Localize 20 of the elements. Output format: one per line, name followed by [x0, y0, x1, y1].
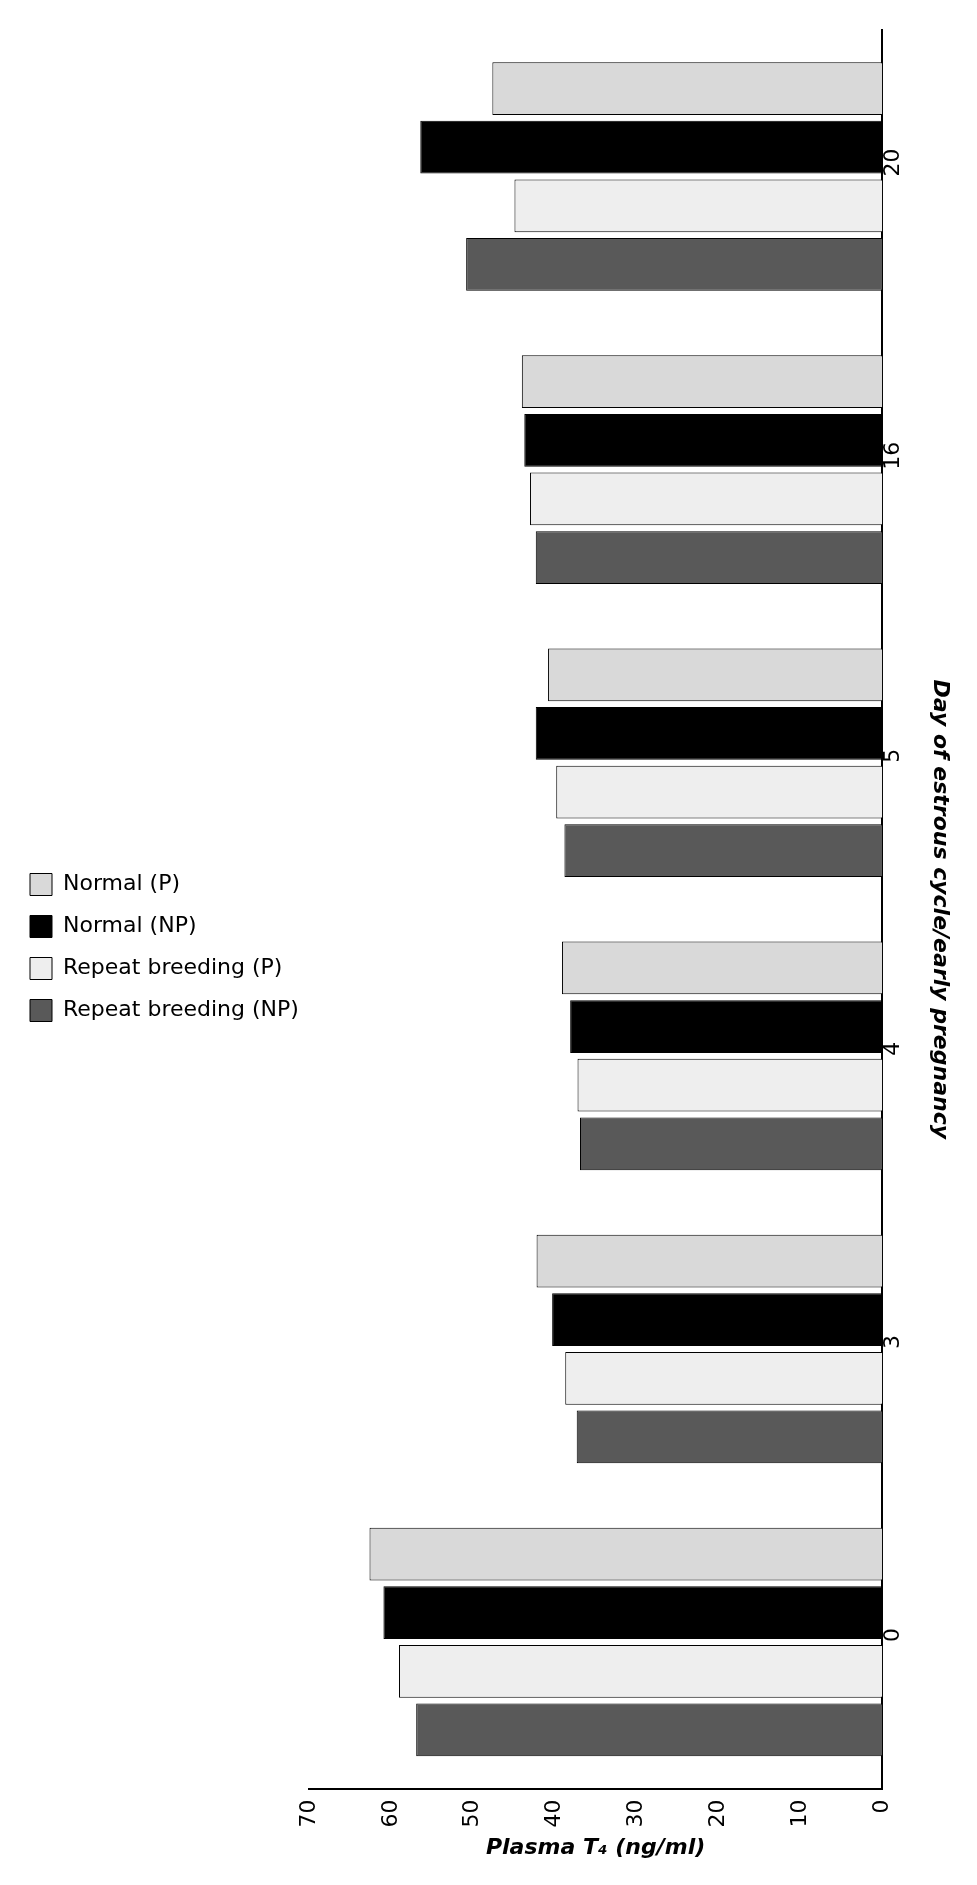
x-tick-label: 60	[376, 1799, 402, 1828]
x-tick-label: 20	[704, 1799, 730, 1828]
y-axis-title: Day of estrous cycle/early pregnancy	[929, 679, 955, 1141]
x-tick-label: 10	[786, 1799, 812, 1828]
x-tick-label: 40	[540, 1799, 566, 1828]
y-tick-label: 0	[878, 1628, 904, 1643]
y-tick-label: 4	[878, 1041, 904, 1056]
x-tick-label: 30	[622, 1799, 648, 1828]
y-tick-label: 3	[878, 1334, 904, 1349]
x-axis-title: Plasma T₄ (ng/ml)	[485, 1833, 706, 1859]
legend-label: Normal (NP)	[63, 912, 197, 938]
y-tick-label: 16	[878, 441, 904, 470]
legend-label: Normal (P)	[63, 870, 181, 896]
x-tick-label: 0	[867, 1799, 893, 1814]
legend-label: Repeat breeding (NP)	[63, 996, 299, 1022]
legend-label: Repeat breeding (P)	[63, 954, 283, 980]
x-tick-label: 50	[458, 1799, 484, 1828]
y-tick-label: 5	[878, 748, 904, 763]
y-tick-label: 20	[878, 148, 904, 177]
x-tick-label: 70	[294, 1799, 320, 1828]
